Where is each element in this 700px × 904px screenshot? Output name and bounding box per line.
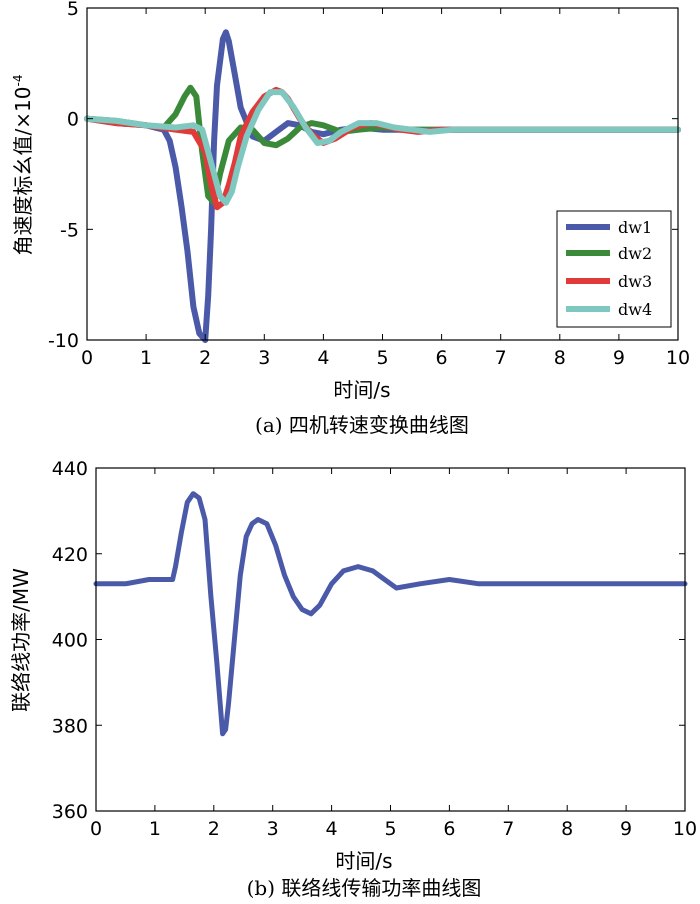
y-tick-label: 0: [67, 109, 79, 131]
chart-b-series-group: [93, 491, 688, 737]
x-tick-label: 8: [561, 818, 573, 840]
x-tick-label: 2: [199, 347, 211, 369]
legend-label-dw3: dw3: [618, 272, 652, 291]
x-tick-label: 1: [149, 818, 161, 840]
x-tick-label: 10: [673, 818, 697, 840]
chart-b-ticks-group: 0 1 2 3 4 5 6 7 8 9 10 440 420 400 380 360: [52, 458, 697, 840]
x-tick-label: 2: [208, 818, 220, 840]
chart-b-caption: (b) 联络线传输功率曲线图: [247, 876, 482, 900]
legend-label-dw4: dw4: [618, 300, 652, 319]
legend-label-dw1: dw1: [618, 218, 652, 237]
chart-a-series-group: [84, 29, 681, 343]
x-tick-label: 4: [326, 818, 338, 840]
x-tick-label: 4: [317, 347, 329, 369]
x-tick-label: 8: [554, 347, 566, 369]
chart-b-ylabel: 联络线功率/MW: [9, 568, 33, 712]
x-tick-label: 7: [495, 347, 507, 369]
chart-a-ticks-group: 0 1 2 3 4 5 6 7 8 9 10 5 0 -5 -10: [48, 0, 690, 369]
chart-a-legend: dw1 dw2 dw3 dw4: [556, 210, 672, 328]
x-tick-label: 9: [613, 347, 625, 369]
y-tick-label: 400: [52, 630, 88, 652]
x-tick-label: 0: [81, 347, 93, 369]
y-tick-label: -10: [48, 330, 79, 352]
chart-b-xlabel: 时间/s: [335, 849, 392, 873]
x-tick-label: 5: [384, 818, 396, 840]
x-tick-label: 10: [666, 347, 690, 369]
chart-a-xlabel: 时间/s: [333, 378, 390, 402]
x-tick-label: 3: [258, 347, 270, 369]
y-tick-label: 380: [52, 715, 88, 737]
x-tick-label: 7: [502, 818, 514, 840]
chart-a-ylabel-main: 角速度标幺值/×10: [11, 87, 35, 256]
y-tick-label: -5: [60, 219, 79, 241]
x-tick-label: 1: [140, 347, 152, 369]
x-tick-label: 0: [90, 818, 102, 840]
chart-a-ylabel: 角速度标幺值/×10-4: [11, 75, 35, 256]
legend-label-dw2: dw2: [618, 244, 652, 263]
chart-a-caption: (a) 四机转速变换曲线图: [255, 413, 469, 437]
series-line-series1: [93, 491, 688, 737]
x-tick-label: 9: [620, 818, 632, 840]
y-tick-label: 5: [67, 0, 79, 20]
chart-a-ylabel-exponent: -4: [11, 75, 25, 87]
chart-a: 0 1 2 3 4 5 6 7 8 9 10 5 0 -5 -10 时间/s 角速度标幺值/×10-4 (a…: [11, 0, 690, 437]
x-tick-label: 3: [267, 818, 279, 840]
x-tick-label: 5: [376, 347, 388, 369]
x-tick-label: 6: [443, 818, 455, 840]
x-tick-label: 6: [436, 347, 448, 369]
chart-b: 0 1 2 3 4 5 6 7 8 9 10 440 420 400 380 360 时间/s 联络线功率/M…: [9, 458, 697, 900]
y-tick-label: 420: [52, 544, 88, 566]
y-tick-label: 440: [52, 458, 88, 480]
y-tick-label: 360: [52, 801, 88, 823]
series-line-dw4: [84, 89, 681, 206]
